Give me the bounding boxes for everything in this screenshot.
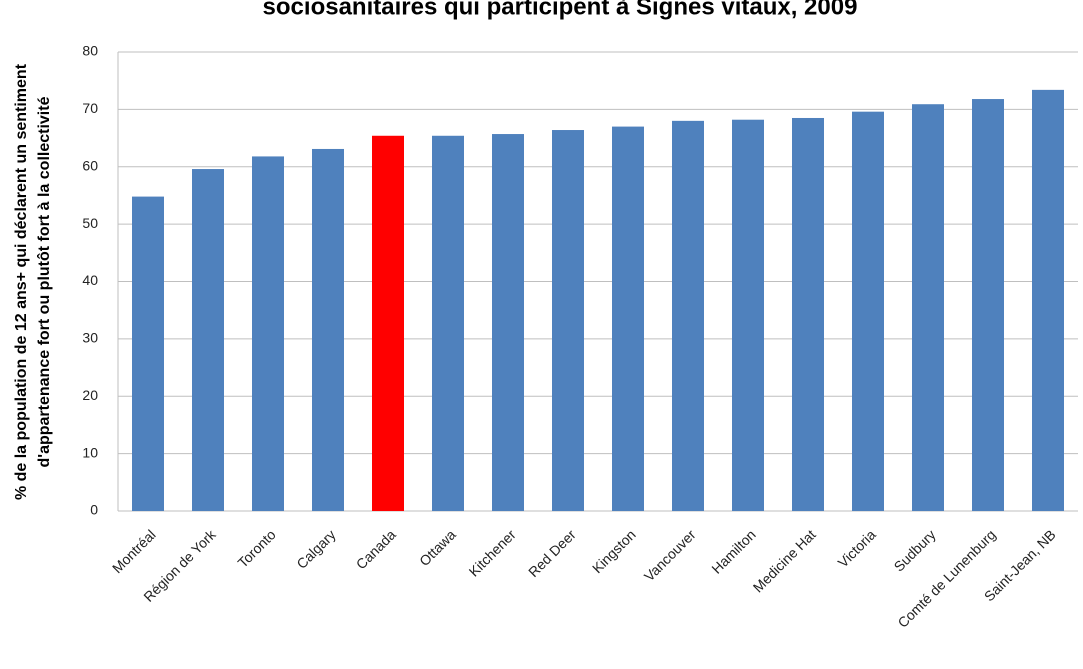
x-tick-label: Sudbury	[891, 526, 939, 574]
bar	[132, 196, 164, 511]
x-tick-label: Vancouver	[641, 526, 699, 584]
bar	[912, 104, 944, 512]
bar	[852, 111, 884, 512]
x-tick-label: Calgary	[293, 526, 338, 571]
x-tick-label: Comté de Lunenburg	[894, 526, 998, 630]
y-axis-label: % de la population de 12 ans+ qui déclar…	[13, 63, 30, 500]
bar	[432, 135, 464, 511]
bar	[492, 134, 524, 511]
x-tick-label: Hamilton	[708, 526, 758, 576]
bar	[792, 117, 824, 511]
x-tick-label: Victoria	[835, 526, 879, 570]
bar	[192, 169, 224, 512]
bar	[972, 99, 1004, 512]
bar	[1032, 89, 1064, 512]
bar	[312, 148, 344, 511]
y-tick-label: 50	[82, 215, 98, 231]
y-axis-label: d'appartenance fort ou plutôt fort à la …	[36, 96, 53, 467]
bar	[672, 120, 704, 511]
y-tick-label: 40	[82, 272, 98, 288]
y-tick-label: 80	[82, 43, 98, 59]
bar	[552, 130, 584, 511]
x-tick-label: Ottawa	[416, 526, 459, 569]
x-tick-label: Kitchener	[466, 526, 519, 579]
y-tick-label: 70	[82, 100, 98, 116]
x-tick-label: Kingston	[589, 526, 639, 576]
y-tick-label: 20	[82, 387, 98, 403]
bar	[372, 135, 404, 511]
x-tick-label: Red Deer	[525, 526, 579, 580]
x-tick-label: Canada	[353, 526, 399, 572]
x-tick-label: Montréal	[109, 526, 159, 576]
bar	[732, 119, 764, 511]
bar	[612, 126, 644, 512]
x-tick-label: Toronto	[234, 526, 278, 570]
y-tick-label: 30	[82, 330, 98, 346]
bar	[252, 156, 284, 512]
x-tick-label: Medicine Hat	[750, 526, 819, 595]
y-tick-label: 0	[90, 502, 98, 518]
y-tick-label: 10	[82, 444, 98, 460]
chart-title: sociosanitaires qui participent à Signes…	[263, 0, 858, 20]
y-tick-label: 60	[82, 157, 98, 173]
